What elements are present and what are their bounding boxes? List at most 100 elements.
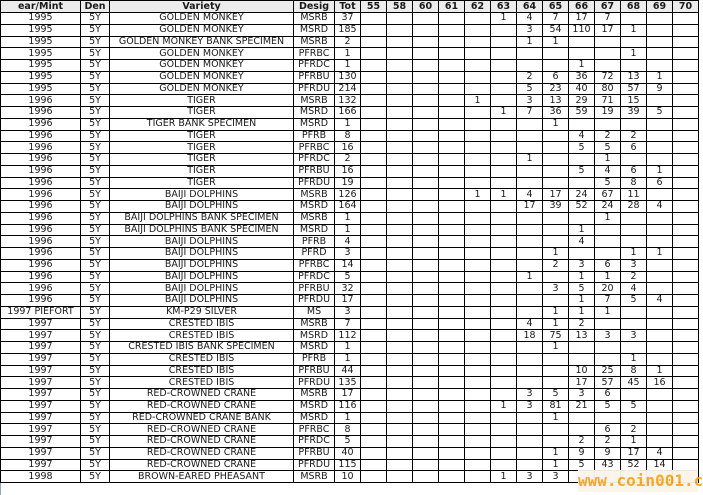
grade-count-cell[interactable]	[490, 435, 517, 448]
grade-count-cell[interactable]	[672, 364, 699, 378]
grade-count-cell[interactable]: 9	[568, 446, 595, 460]
variety-cell[interactable]: RED-CROWNED CRANE	[109, 423, 294, 436]
variety-cell[interactable]: GOLDEN MONKEY BANK SPECIMEN	[109, 35, 294, 49]
grade-count-cell[interactable]: 5	[594, 176, 621, 190]
year-cell[interactable]: 1997	[0, 341, 81, 354]
grade-count-cell[interactable]	[386, 35, 413, 49]
grade-count-cell[interactable]	[412, 423, 439, 436]
grade-count-cell[interactable]	[646, 282, 673, 295]
grade-count-cell[interactable]	[490, 82, 517, 96]
year-cell[interactable]: 1997	[0, 376, 81, 389]
variety-cell[interactable]: BAIJI DOLPHINS BANK SPECIMEN	[109, 223, 294, 237]
grade-count-cell[interactable]: 21	[568, 399, 595, 413]
grade-count-cell[interactable]	[490, 235, 517, 248]
grade-count-cell[interactable]: 8	[620, 176, 647, 190]
grade-count-cell[interactable]	[412, 435, 439, 448]
grade-count-cell[interactable]	[412, 470, 439, 483]
grade-count-cell[interactable]	[672, 235, 699, 248]
grade-count-cell[interactable]: 52	[568, 200, 595, 213]
year-cell[interactable]: 1997	[0, 411, 81, 425]
grade-count-cell[interactable]	[672, 411, 699, 425]
total-cell[interactable]: 1	[334, 59, 361, 72]
grade-count-cell[interactable]	[490, 23, 517, 37]
grade-count-cell[interactable]	[542, 223, 569, 237]
variety-cell[interactable]: RED-CROWNED CRANE	[109, 399, 294, 413]
grade-count-cell[interactable]	[412, 117, 439, 131]
grade-count-cell[interactable]	[438, 129, 465, 143]
den-cell[interactable]: 5Y	[80, 305, 110, 319]
year-cell[interactable]: 1996	[0, 294, 81, 307]
desig-cell[interactable]: MSRD	[293, 329, 335, 342]
grade-count-cell[interactable]	[672, 12, 699, 25]
grade-count-cell[interactable]: 2	[594, 435, 621, 448]
grade-count-cell[interactable]	[672, 153, 699, 166]
den-cell[interactable]: 5Y	[80, 188, 110, 201]
total-cell[interactable]: 185	[334, 23, 361, 37]
grade-count-cell[interactable]: 67	[594, 188, 621, 201]
grade-count-cell[interactable]	[386, 129, 413, 143]
den-cell[interactable]: 5Y	[80, 270, 110, 284]
year-cell[interactable]: 1995	[0, 23, 81, 37]
desig-cell[interactable]: PFRBU	[293, 164, 335, 178]
variety-cell[interactable]: BAIJI DOLPHINS	[109, 235, 294, 248]
grade-count-cell[interactable]	[464, 446, 491, 460]
grade-count-cell[interactable]: 5	[646, 106, 673, 119]
year-cell[interactable]: 1996	[0, 141, 81, 154]
grade-count-cell[interactable]	[360, 247, 387, 260]
den-cell[interactable]: 5Y	[80, 70, 110, 84]
grade-count-cell[interactable]	[490, 376, 517, 389]
den-cell[interactable]: 5Y	[80, 164, 110, 178]
grade-count-cell[interactable]	[438, 164, 465, 178]
grade-count-cell[interactable]	[464, 47, 491, 60]
grade-count-cell[interactable]	[360, 82, 387, 96]
year-cell[interactable]: 1997	[0, 458, 81, 472]
variety-cell[interactable]: RED-CROWNED CRANE	[109, 446, 294, 460]
grade-count-cell[interactable]: 2	[620, 423, 647, 436]
variety-cell[interactable]: RED-CROWNED CRANE	[109, 435, 294, 448]
grade-count-cell[interactable]	[412, 305, 439, 319]
variety-cell[interactable]: TIGER	[109, 129, 294, 143]
grade-count-cell[interactable]	[568, 352, 595, 366]
variety-cell[interactable]: BAIJI DOLPHINS	[109, 200, 294, 213]
grade-count-cell[interactable]	[386, 211, 413, 225]
column-header[interactable]: 62	[464, 0, 491, 13]
den-cell[interactable]: 5Y	[80, 352, 110, 366]
variety-cell[interactable]: TIGER	[109, 141, 294, 154]
grade-count-cell[interactable]	[490, 94, 517, 107]
grade-count-cell[interactable]: 1	[620, 23, 647, 37]
column-header[interactable]: Variety	[109, 0, 294, 13]
grade-count-cell[interactable]	[672, 399, 699, 413]
grade-count-cell[interactable]: 1	[568, 294, 595, 307]
desig-cell[interactable]: MSRB	[293, 188, 335, 201]
grade-count-cell[interactable]	[672, 223, 699, 237]
column-header[interactable]: 63	[490, 0, 517, 13]
grade-count-cell[interactable]: 1	[542, 247, 569, 260]
grade-count-cell[interactable]	[646, 235, 673, 248]
grade-count-cell[interactable]	[490, 200, 517, 213]
grade-count-cell[interactable]	[620, 317, 647, 331]
grade-count-cell[interactable]	[464, 223, 491, 237]
grade-count-cell[interactable]: 5	[620, 294, 647, 307]
grade-count-cell[interactable]	[516, 458, 543, 472]
grade-count-cell[interactable]: 3	[542, 282, 569, 295]
grade-count-cell[interactable]: 17	[620, 446, 647, 460]
grade-count-cell[interactable]	[438, 411, 465, 425]
variety-cell[interactable]: BAIJI DOLPHINS	[109, 258, 294, 272]
grade-count-cell[interactable]: 6	[620, 164, 647, 178]
grade-count-cell[interactable]	[646, 435, 673, 448]
grade-count-cell[interactable]: 1	[542, 35, 569, 49]
total-cell[interactable]: 16	[334, 141, 361, 154]
grade-count-cell[interactable]	[360, 188, 387, 201]
grade-count-cell[interactable]	[360, 341, 387, 354]
variety-cell[interactable]: BAIJI DOLPHINS	[109, 282, 294, 295]
grade-count-cell[interactable]: 1	[516, 270, 543, 284]
grade-count-cell[interactable]: 4	[620, 282, 647, 295]
desig-cell[interactable]: PFRBC	[293, 258, 335, 272]
variety-cell[interactable]: TIGER BANK SPECIMEN	[109, 117, 294, 131]
grade-count-cell[interactable]	[412, 211, 439, 225]
variety-cell[interactable]: CRESTED IBIS	[109, 352, 294, 366]
den-cell[interactable]: 5Y	[80, 329, 110, 342]
grade-count-cell[interactable]	[594, 35, 621, 49]
grade-count-cell[interactable]	[438, 329, 465, 342]
grade-count-cell[interactable]: 9	[594, 446, 621, 460]
